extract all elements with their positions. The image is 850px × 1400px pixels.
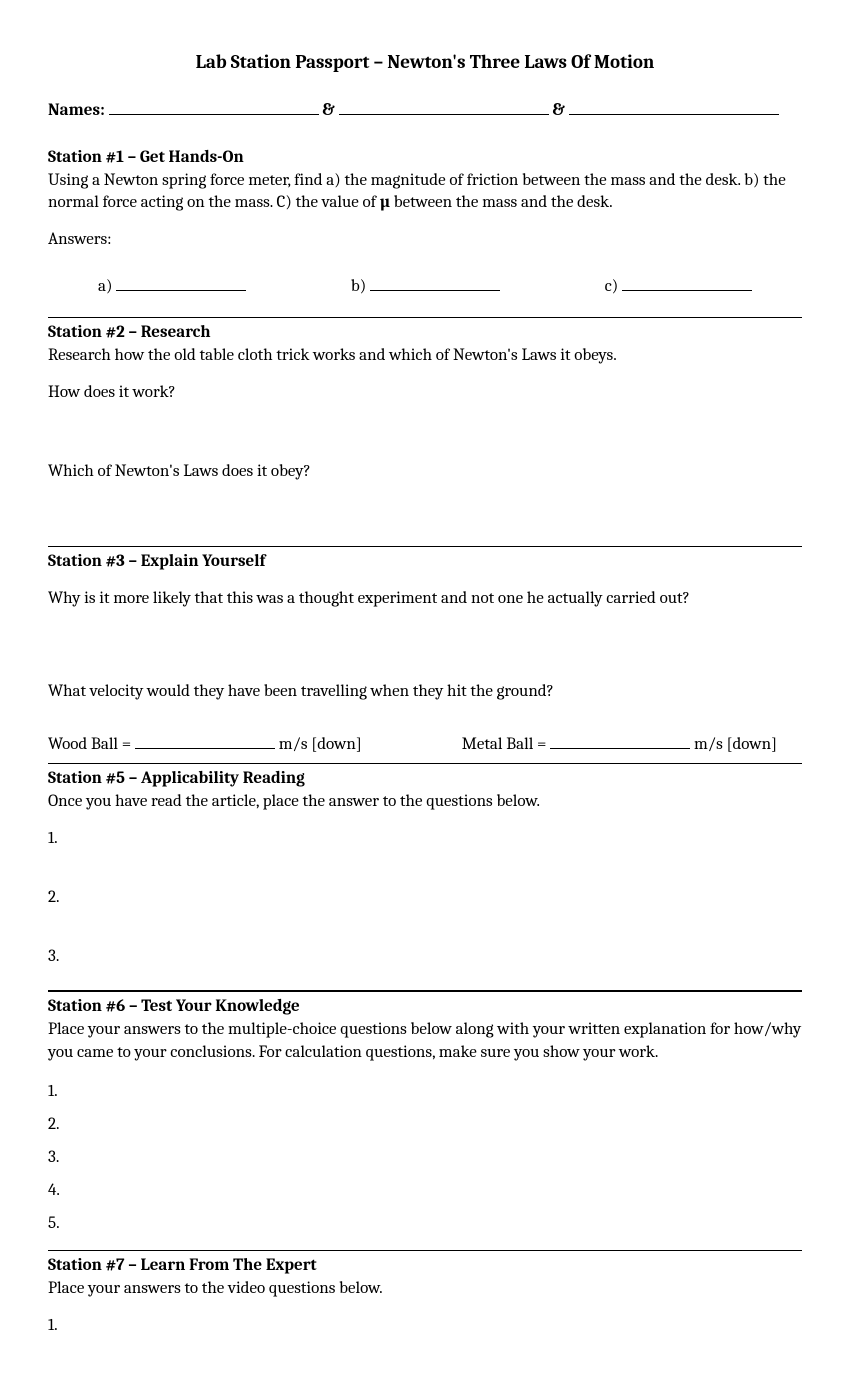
- station-2-q2: Which of Newton's Laws does it obey?: [48, 461, 802, 484]
- station-1-heading: Station #1 – Get Hands-On: [48, 147, 802, 170]
- divider-5: [48, 1250, 802, 1251]
- names-label: Names:: [48, 101, 105, 120]
- station-5-body: Once you have read the article, place th…: [48, 791, 802, 814]
- divider-2: [48, 546, 802, 547]
- answer-b-label: b): [351, 277, 366, 296]
- answer-b: b): [351, 276, 500, 299]
- metal-ball-blank[interactable]: [550, 748, 690, 749]
- divider-4: [48, 990, 802, 992]
- station-2-q1: How does it work?: [48, 382, 802, 405]
- station-5: Station #5 – Applicability Reading Once …: [48, 768, 802, 969]
- station-1-body: Using a Newton spring force meter, find …: [48, 170, 802, 216]
- station-3: Station #3 – Explain Yourself Why is it …: [48, 551, 802, 757]
- station-6-n4: 4.: [48, 1180, 802, 1203]
- metal-ball: Metal Ball = m/s [down]: [462, 734, 777, 757]
- station-5-heading: Station #5 – Applicability Reading: [48, 768, 802, 791]
- names-row: Names: & &: [48, 100, 802, 123]
- wood-ball-pre: Wood Ball =: [48, 735, 135, 754]
- page-title: Lab Station Passport – Newton's Three La…: [48, 50, 802, 76]
- station-3-q1: Why is it more likely that this was a th…: [48, 588, 802, 611]
- station-1-answers: a) b) c): [48, 276, 802, 299]
- answers-label: Answers:: [48, 229, 802, 252]
- station-6-body: Place your answers to the multiple-choic…: [48, 1019, 802, 1065]
- station-7-heading: Station #7 – Learn From The Expert: [48, 1255, 802, 1278]
- station-7-list: 1.: [48, 1315, 802, 1338]
- answer-a: a): [98, 276, 246, 299]
- station-3-q2: What velocity would they have been trave…: [48, 681, 802, 704]
- station-3-heading: Station #3 – Explain Yourself: [48, 551, 802, 574]
- answer-b-blank[interactable]: [370, 290, 500, 291]
- answer-c-blank[interactable]: [622, 290, 752, 291]
- station-6-n3: 3.: [48, 1147, 802, 1170]
- station-2: Station #2 – Research Research how the o…: [48, 322, 802, 540]
- name-blank-3[interactable]: [569, 114, 779, 115]
- station-5-n1: 1.: [48, 828, 802, 851]
- answer-c: c): [605, 276, 752, 299]
- station-6-n1: 1.: [48, 1081, 802, 1104]
- station-6-n2: 2.: [48, 1114, 802, 1137]
- station-2-heading: Station #2 – Research: [48, 322, 802, 345]
- station-2-body: Research how the old table cloth trick w…: [48, 345, 802, 368]
- station-5-n3: 3.: [48, 946, 802, 969]
- station-6-heading: Station #6 – Test Your Knowledge: [48, 996, 802, 1019]
- name-blank-2[interactable]: [339, 114, 549, 115]
- station-6-n5: 5.: [48, 1213, 802, 1236]
- station-6: Station #6 – Test Your Knowledge Place y…: [48, 996, 802, 1236]
- ampersand-1: &: [322, 101, 335, 120]
- station-5-list: 1. 2. 3.: [48, 828, 802, 969]
- divider-3: [48, 763, 802, 764]
- worksheet-page: Lab Station Passport – Newton's Three La…: [0, 0, 850, 1396]
- wood-ball-blank[interactable]: [135, 748, 275, 749]
- answer-a-label: a): [98, 277, 112, 296]
- station-6-list: 1. 2. 3. 4. 5.: [48, 1081, 802, 1236]
- mu-symbol: µ: [380, 193, 390, 212]
- name-blank-1[interactable]: [109, 114, 319, 115]
- wood-ball: Wood Ball = m/s [down]: [48, 734, 362, 757]
- station-1: Station #1 – Get Hands-On Using a Newton…: [48, 147, 802, 300]
- metal-ball-pre: Metal Ball =: [462, 735, 550, 754]
- answer-a-blank[interactable]: [116, 290, 246, 291]
- divider-1: [48, 317, 802, 318]
- answer-c-label: c): [605, 277, 619, 296]
- ball-row: Wood Ball = m/s [down] Metal Ball = m/s …: [48, 734, 802, 757]
- ampersand-2: &: [552, 101, 565, 120]
- wood-ball-post: m/s [down]: [275, 735, 362, 754]
- station-7: Station #7 – Learn From The Expert Place…: [48, 1255, 802, 1338]
- metal-ball-post: m/s [down]: [690, 735, 777, 754]
- station-1-body-post: between the mass and the desk.: [390, 193, 613, 212]
- station-7-n1: 1.: [48, 1315, 802, 1338]
- station-5-n2: 2.: [48, 887, 802, 910]
- station-7-body: Place your answers to the video question…: [48, 1278, 802, 1301]
